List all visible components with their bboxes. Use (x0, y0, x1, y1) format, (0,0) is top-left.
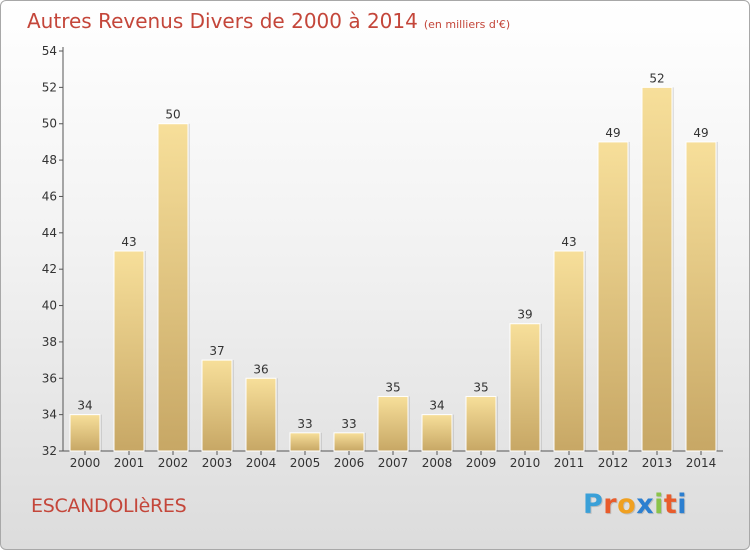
bar-value-label: 36 (253, 362, 268, 376)
bar-value-label: 50 (165, 108, 180, 122)
logo-letter: i (654, 489, 664, 520)
y-tick-label: 36 (42, 371, 57, 385)
bar-value-label: 49 (693, 126, 708, 140)
y-tick-label: 40 (42, 299, 57, 313)
logo-letter: x (636, 489, 655, 520)
y-tick-label: 42 (42, 262, 57, 276)
y-tick-label: 34 (42, 408, 57, 422)
y-tick-label: 48 (42, 153, 57, 167)
bar (685, 141, 717, 452)
bar (113, 250, 145, 452)
bar-value-label: 52 (649, 71, 664, 85)
bar (597, 141, 629, 452)
bar (69, 414, 101, 452)
bar (465, 395, 497, 452)
chart-title-block: Autres Revenus Divers de 2000 à 2014 (en … (27, 9, 510, 33)
bar (333, 432, 365, 452)
bar-value-label: 49 (605, 126, 620, 140)
x-tick-label: 2007 (378, 456, 409, 470)
x-tick-label: 2000 (70, 456, 101, 470)
x-tick-label: 2003 (202, 456, 233, 470)
x-tick-label: 2002 (158, 456, 189, 470)
bar-value-label: 37 (209, 344, 224, 358)
x-tick-label: 2014 (686, 456, 717, 470)
x-tick-label: 2005 (290, 456, 321, 470)
bar-value-label: 39 (517, 308, 532, 322)
chart-subtitle: (en milliers d'€) (423, 18, 511, 31)
x-tick-label: 2004 (246, 456, 277, 470)
logo-letter: i (677, 489, 688, 520)
y-tick-label: 50 (42, 117, 57, 131)
x-tick-label: 2009 (466, 456, 497, 470)
bar-value-label: 35 (473, 380, 488, 394)
x-tick-label: 2012 (598, 456, 629, 470)
bar (553, 250, 585, 452)
bar-value-label: 33 (341, 417, 356, 431)
bar (377, 395, 409, 452)
x-tick-label: 2010 (510, 456, 541, 470)
bar-value-label: 43 (121, 235, 136, 249)
bar (289, 432, 321, 452)
bar-value-label: 34 (429, 399, 444, 413)
x-tick-label: 2001 (114, 456, 145, 470)
logo-letter: t (663, 489, 678, 520)
x-tick-label: 2008 (422, 456, 453, 470)
bar-value-label: 34 (77, 399, 92, 413)
proxiti-logo: Proxiti (583, 489, 687, 520)
bar (641, 86, 673, 452)
bar (421, 414, 453, 452)
bar (201, 359, 233, 452)
bar (245, 377, 277, 452)
logo-letter: r (603, 489, 618, 520)
y-tick-label: 38 (42, 335, 57, 349)
bar-value-label: 33 (297, 417, 312, 431)
y-tick-label: 54 (42, 44, 57, 58)
bar-value-label: 43 (561, 235, 576, 249)
bar (509, 323, 541, 452)
x-tick-label: 2013 (642, 456, 673, 470)
logo-letter: P (583, 489, 604, 520)
town-name: ESCANDOLIèRES (31, 495, 187, 517)
logo-letter: o (617, 489, 637, 520)
bar-value-label: 35 (385, 380, 400, 394)
x-tick-label: 2011 (554, 456, 585, 470)
x-tick-label: 2006 (334, 456, 365, 470)
bar (157, 123, 189, 452)
y-tick-label: 52 (42, 80, 57, 94)
y-tick-label: 32 (42, 444, 57, 458)
chart-title: Autres Revenus Divers de 2000 à 2014 (27, 9, 418, 33)
y-tick-label: 46 (42, 189, 57, 203)
y-tick-label: 44 (42, 226, 57, 240)
